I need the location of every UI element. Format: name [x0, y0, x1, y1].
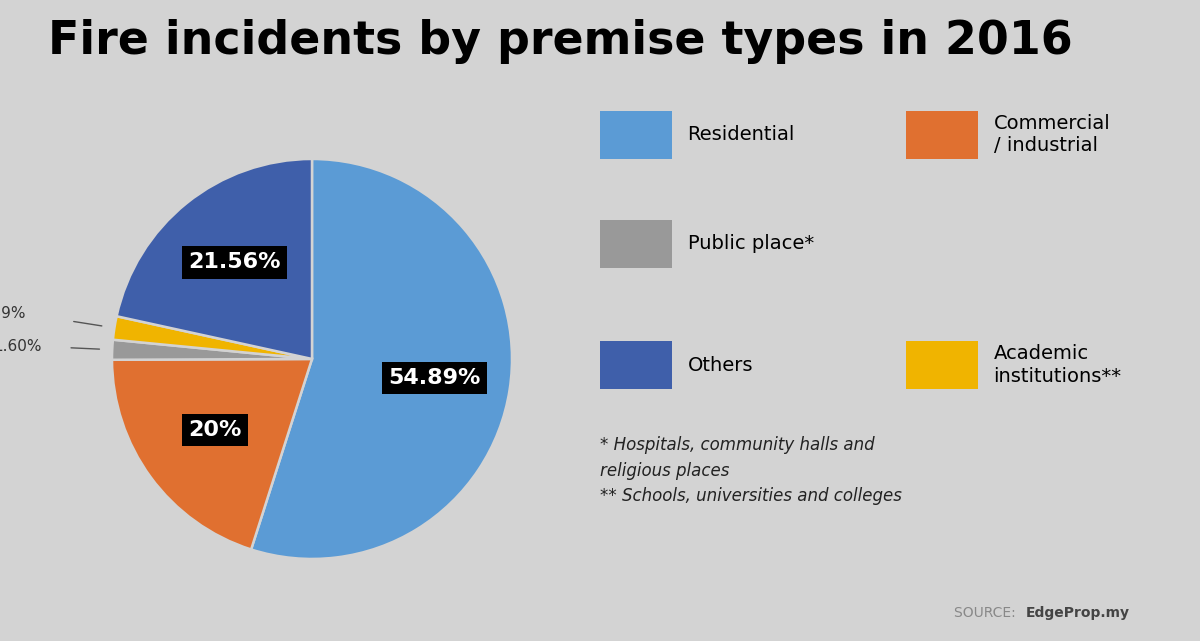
Text: 54.89%: 54.89% [389, 368, 481, 388]
Wedge shape [113, 316, 312, 359]
Text: Public place*: Public place* [688, 234, 814, 253]
Text: 1.89%: 1.89% [0, 306, 25, 321]
Text: SOURCE:: SOURCE: [954, 606, 1020, 620]
Text: 20%: 20% [188, 420, 242, 440]
Text: * Hospitals, community halls and
religious places
** Schools, universities and c: * Hospitals, community halls and religio… [600, 436, 902, 505]
Wedge shape [112, 340, 312, 360]
Text: 1.60%: 1.60% [0, 339, 42, 354]
Text: 21.56%: 21.56% [188, 253, 281, 272]
Text: EdgeProp.my: EdgeProp.my [1026, 606, 1130, 620]
Text: Residential: Residential [688, 125, 794, 144]
Text: Academic
institutions**: Academic institutions** [994, 344, 1122, 387]
Wedge shape [116, 159, 312, 359]
Text: Commercial
/ industrial: Commercial / industrial [994, 113, 1110, 156]
Wedge shape [251, 159, 512, 559]
Text: Others: Others [688, 356, 754, 375]
Text: Fire incidents by premise types in 2016: Fire incidents by premise types in 2016 [48, 19, 1073, 64]
Wedge shape [112, 359, 312, 549]
